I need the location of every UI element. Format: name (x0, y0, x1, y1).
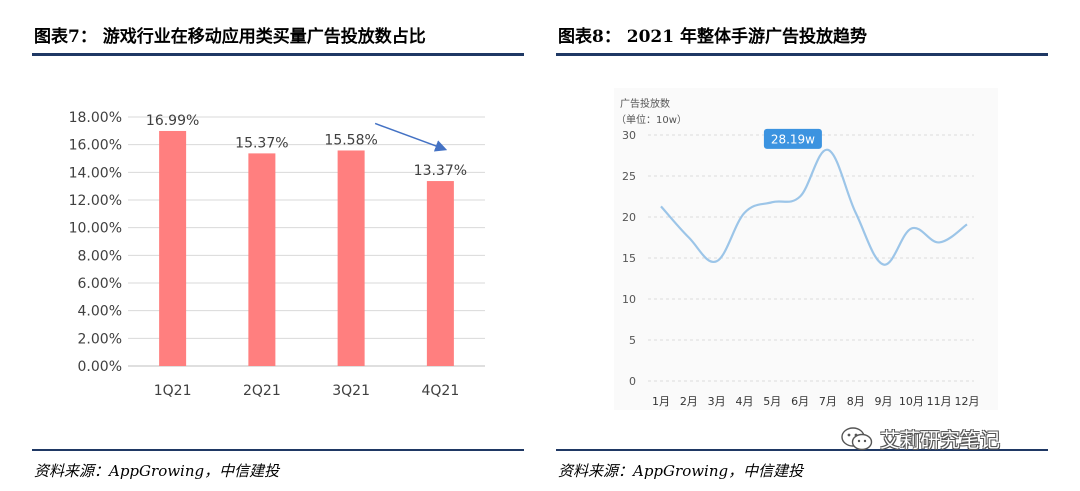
x-tick-label: 2Q21 (243, 383, 281, 399)
right-top-rule (556, 53, 1048, 56)
data-point (715, 259, 719, 263)
line-chart: 广告投放数 （单位：10w） 0 5 10 15 20 25 30 1月 2月 3月 4月 5月 6月 7月 8… (616, 97, 980, 408)
watermark-text: 艾莉研究笔记 (880, 428, 1000, 452)
data-point (659, 204, 663, 208)
x-tick-label: 12月 (955, 395, 980, 408)
y-tick-label: 12.00% (69, 193, 122, 209)
data-label: 15.37% (235, 135, 288, 151)
right-figure-title: 图表8： 2021 年整体手游广告投放趋势 (558, 27, 867, 47)
x-tick-label: 8月 (847, 395, 865, 408)
left-bottom-rule (32, 449, 524, 451)
y-tick-label: 20 (622, 211, 636, 224)
y-tick-label: 2.00% (78, 331, 122, 347)
right-bottom-rule (556, 449, 1048, 451)
y-tick-label: 18.00% (69, 110, 122, 126)
left-figure-title: 图表7： 游戏行业在移动应用类买量广告投放数占比 (34, 27, 426, 47)
y-tick-label: 10.00% (69, 221, 122, 237)
series-line (660, 148, 968, 266)
left-top-rule (32, 53, 524, 56)
y-tick-label: 15 (622, 252, 636, 265)
data-point (909, 226, 913, 230)
y-tick-label: 8.00% (78, 248, 122, 264)
chart-title: 广告投放数 (620, 97, 670, 110)
data-label: 13.37% (414, 163, 467, 179)
data-point (742, 211, 746, 215)
bar-chart: 0.00% 2.00% 4.00% 6.00% 8.00% 10.00% 12.00% 14.… (69, 110, 485, 399)
data-label: 16.99% (146, 113, 199, 129)
x-tick-label: 10月 (899, 395, 924, 408)
decline-arrow (374, 122, 448, 152)
bar (337, 150, 365, 366)
right-source-note: 资料来源：AppGrowing，中信建投 (558, 462, 804, 480)
y-tick-label: 25 (622, 170, 636, 183)
watermark: 艾莉研究笔记 (840, 424, 1000, 453)
x-tick-label: 2月 (680, 395, 698, 408)
y-tick-label: 0.00% (78, 359, 122, 375)
y-tick-label: 6.00% (78, 276, 122, 292)
x-tick-label: 1月 (652, 395, 670, 408)
data-point (770, 200, 774, 204)
x-tick-label: 7月 (819, 395, 837, 408)
data-point (826, 148, 830, 152)
data-label: 15.58% (324, 132, 377, 148)
bar (248, 153, 276, 366)
x-tick-label: 3Q21 (332, 383, 370, 399)
tooltip-label: 28.19w (771, 132, 815, 146)
wechat-icon (841, 426, 873, 450)
data-point (798, 195, 802, 199)
y-tick-label: 30 (622, 129, 636, 142)
x-tick-label: 6月 (791, 395, 809, 408)
bar (426, 181, 454, 366)
data-point (687, 236, 691, 240)
y-tick-label: 14.00% (69, 165, 122, 181)
unit-label: （单位：10w） (616, 113, 687, 126)
x-tick-label: 11月 (927, 395, 952, 408)
tooltip-box (763, 128, 822, 149)
y-tick-label: 16.00% (69, 138, 122, 154)
left-source-note: 资料来源：AppGrowing，中信建投 (34, 462, 280, 480)
x-tick-label: 4月 (735, 395, 753, 408)
data-point (965, 222, 969, 226)
bar (159, 130, 187, 366)
left-figure-panel: 图表7： 游戏行业在移动应用类买量广告投放数占比 0.00% 2.00% 4.00%… (32, 0, 524, 491)
y-tick-label: 0 (629, 375, 636, 388)
x-tick-label: 4Q21 (422, 383, 460, 399)
x-tick-label: 9月 (875, 395, 893, 408)
right-figure-panel: 图表8： 2021 年整体手游广告投放趋势 广告投放数 （单位：10w） 0 5 10 1… (556, 0, 1048, 491)
x-tick-label: 1Q21 (154, 383, 192, 399)
data-point (882, 263, 886, 267)
data-point (854, 211, 858, 215)
x-tick-label: 3月 (708, 395, 726, 408)
y-tick-label: 4.00% (78, 304, 122, 320)
y-tick-label: 10 (622, 293, 636, 306)
x-tick-label: 5月 (763, 395, 781, 408)
data-point (937, 240, 941, 244)
y-tick-label: 5 (629, 334, 636, 347)
